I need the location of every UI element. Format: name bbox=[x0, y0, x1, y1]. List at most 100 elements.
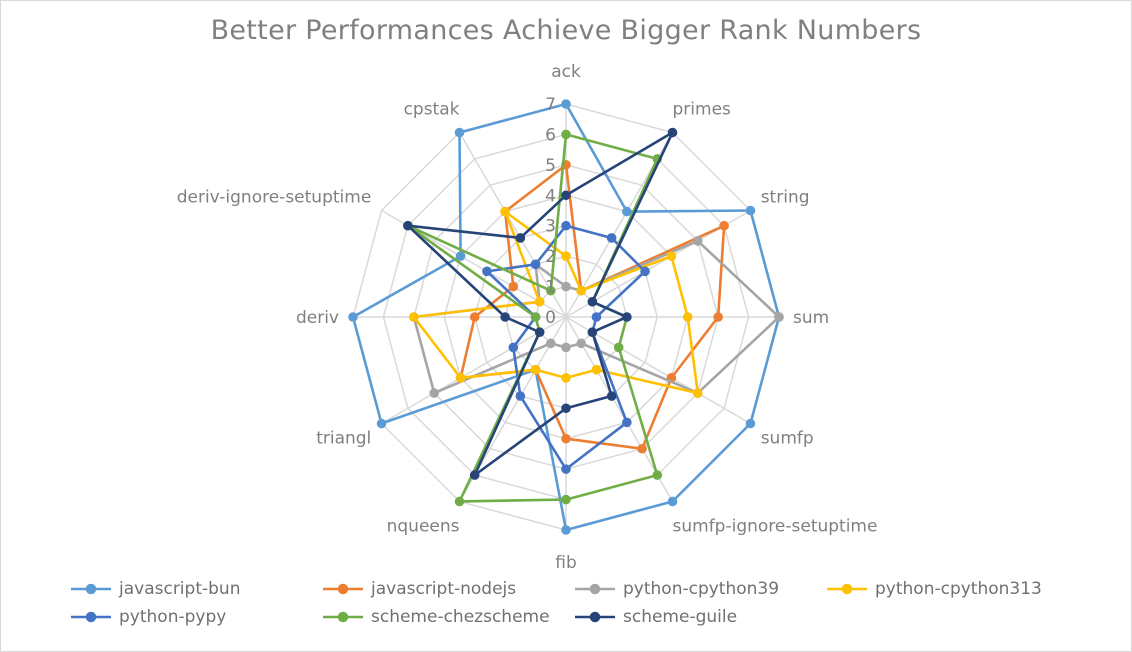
category-label: deriv-ignore-setuptime bbox=[177, 188, 372, 208]
data-point-outline bbox=[534, 296, 545, 307]
data-point-outline bbox=[561, 403, 571, 414]
data-point-outline bbox=[613, 342, 624, 353]
data-point-outline bbox=[508, 281, 519, 292]
data-point-outline bbox=[515, 391, 526, 401]
data-point-outline bbox=[622, 312, 632, 322]
data-point-outline bbox=[561, 464, 571, 474]
legend-item: python-cpython313 bbox=[825, 579, 1042, 599]
grid-spoke bbox=[565, 316, 751, 425]
legend-label: scheme-chezscheme bbox=[371, 607, 550, 627]
legend-swatch bbox=[827, 583, 867, 595]
data-point-outline bbox=[587, 296, 598, 307]
data-point-outline bbox=[719, 220, 729, 231]
legend-label: scheme-guile bbox=[623, 607, 738, 627]
category-label: deriv bbox=[296, 308, 339, 328]
data-point-outline bbox=[667, 496, 678, 507]
data-point-outline bbox=[622, 206, 632, 217]
grid-spoke bbox=[458, 132, 567, 318]
radial-tick-label: 5 bbox=[545, 156, 556, 176]
data-point-outline bbox=[455, 251, 466, 261]
data-point-outline bbox=[348, 312, 358, 322]
data-point-outline bbox=[591, 364, 602, 375]
data-point-outline bbox=[469, 470, 480, 480]
data-point-outline bbox=[500, 206, 510, 217]
data-point-outline bbox=[469, 312, 480, 322]
data-point-outline bbox=[666, 251, 677, 261]
data-point-outline bbox=[455, 373, 466, 383]
data-point-outline bbox=[576, 285, 587, 296]
category-label: sum bbox=[793, 308, 829, 328]
radial-tick-label: 1 bbox=[545, 278, 556, 298]
radial-tick-label: 2 bbox=[545, 247, 556, 267]
category-label: cpstak bbox=[404, 99, 460, 119]
data-point-outline bbox=[530, 312, 541, 322]
chart-title: Better Performances Achieve Bigger Rank … bbox=[210, 15, 922, 46]
data-point-outline bbox=[622, 417, 632, 428]
data-point-outline bbox=[576, 338, 587, 349]
category-label: sumfp-ignore-setuptime bbox=[673, 517, 878, 537]
data-point-outline bbox=[561, 433, 571, 444]
data-point-outline bbox=[561, 373, 571, 383]
legend-label: python-cpython313 bbox=[875, 579, 1042, 599]
radial-tick-label: 4 bbox=[545, 186, 556, 206]
data-point-outline bbox=[454, 127, 465, 138]
category-label: fib bbox=[555, 553, 577, 573]
data-point-outline bbox=[652, 470, 663, 480]
data-point-outline bbox=[500, 312, 510, 322]
radial-tick-label: 3 bbox=[545, 217, 556, 237]
data-point-outline bbox=[561, 99, 571, 109]
data-point-outline bbox=[545, 285, 556, 296]
legend-item: scheme-chezscheme bbox=[321, 607, 550, 627]
data-point-outline bbox=[561, 525, 571, 535]
data-point-outline bbox=[515, 233, 526, 243]
category-label: triangl bbox=[316, 429, 371, 449]
data-point-outline bbox=[454, 496, 465, 507]
data-point-outline bbox=[606, 233, 617, 243]
data-point-outline bbox=[713, 312, 723, 322]
data-point-outline bbox=[606, 391, 617, 401]
data-point-outline bbox=[692, 236, 703, 246]
data-point-outline bbox=[667, 127, 678, 138]
legend-label: python-cpython39 bbox=[623, 579, 780, 599]
data-point-outline bbox=[376, 418, 387, 429]
data-point-outline bbox=[682, 312, 693, 322]
data-point-outline bbox=[692, 388, 703, 398]
legend-swatch bbox=[575, 583, 615, 595]
legend-swatch bbox=[323, 611, 363, 623]
category-label: ack bbox=[551, 62, 581, 82]
data-point-outline bbox=[482, 266, 492, 277]
legend-label: python-pypy bbox=[119, 607, 227, 627]
data-point-outline bbox=[587, 327, 598, 338]
data-point-outline bbox=[545, 338, 556, 349]
legend-item: python-cpython39 bbox=[573, 579, 779, 599]
legend-item: scheme-guile bbox=[573, 607, 737, 627]
data-point-outline bbox=[409, 312, 419, 322]
data-point-outline bbox=[534, 327, 545, 338]
data-point-outline bbox=[640, 266, 650, 277]
legend-label: javascript-nodejs bbox=[371, 579, 517, 599]
radial-tick-label: 0 bbox=[545, 308, 556, 328]
data-point-outline bbox=[637, 443, 647, 454]
category-label: primes bbox=[673, 99, 732, 119]
data-point-outline bbox=[774, 312, 784, 322]
data-point-outline bbox=[561, 190, 571, 201]
data-point-outline bbox=[745, 205, 756, 216]
legend-item: javascript-nodejs bbox=[321, 579, 516, 599]
radial-tick-label: 7 bbox=[545, 95, 556, 115]
data-point-outline bbox=[561, 494, 571, 505]
category-label: string bbox=[761, 188, 810, 208]
data-point-outline bbox=[561, 220, 571, 231]
category-label: sumfp bbox=[761, 429, 814, 449]
legend-item: python-pypy bbox=[69, 607, 226, 627]
legend-swatch bbox=[71, 583, 111, 595]
legend-swatch bbox=[71, 611, 111, 623]
radial-tick-label: 6 bbox=[545, 125, 556, 145]
legend-swatch bbox=[575, 611, 615, 623]
data-point-outline bbox=[508, 342, 519, 353]
data-point-outline bbox=[561, 281, 571, 292]
data-point-outline bbox=[429, 388, 440, 398]
data-point-outline bbox=[530, 364, 541, 375]
grid-spoke bbox=[381, 316, 567, 425]
